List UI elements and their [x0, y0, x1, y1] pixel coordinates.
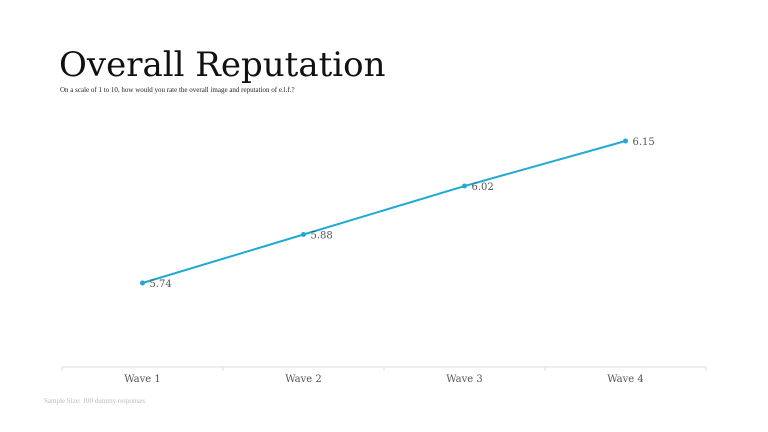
x-tick-label: Wave 4: [607, 374, 643, 385]
data-label: 5.88: [311, 231, 333, 242]
data-point: [462, 183, 467, 189]
series-line: [142, 140, 626, 284]
footnote: Sample Size: 100 dummy responses: [44, 397, 145, 405]
data-point: [301, 232, 306, 238]
data-point: [623, 138, 628, 144]
data-label: 6.02: [472, 182, 494, 193]
data-point: [140, 280, 145, 286]
data-label: 6.15: [633, 137, 655, 148]
x-tick-label: Wave 2: [285, 374, 321, 385]
x-tick-label: Wave 1: [124, 374, 160, 385]
data-label: 5.74: [150, 279, 172, 290]
chart-title: Overall Reputation: [59, 45, 386, 85]
x-tick-label: Wave 3: [446, 374, 482, 385]
chart-subtitle: On a scale of 1 to 10, how would you rat…: [60, 86, 295, 94]
